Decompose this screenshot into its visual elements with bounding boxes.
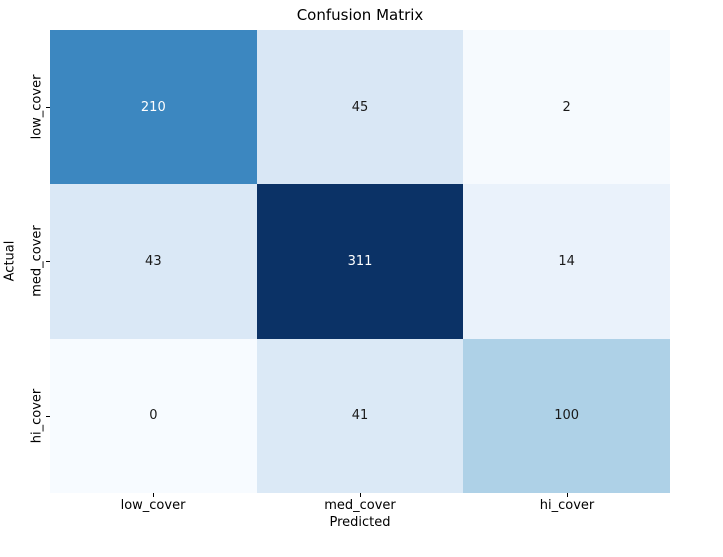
heatmap-cell: 14 bbox=[463, 184, 670, 339]
heatmap-cell: 2 bbox=[463, 30, 670, 185]
y-tick-label: hi_cover bbox=[29, 388, 45, 444]
heatmap-cell: 43 bbox=[50, 184, 257, 339]
x-axis-label: Predicted bbox=[329, 515, 391, 530]
x-tick-mark bbox=[360, 493, 361, 497]
heatmap-cell: 311 bbox=[256, 184, 464, 339]
y-tick-mark bbox=[46, 107, 50, 108]
heatmap-cell: 210 bbox=[50, 30, 257, 185]
y-tick-mark bbox=[46, 261, 50, 262]
x-tick-mark bbox=[567, 493, 568, 497]
heatmap-cell: 0 bbox=[50, 338, 257, 493]
heatmap: 210 45 2 43 311 14 0 41 100 bbox=[50, 30, 670, 493]
x-tick-label: med_cover bbox=[324, 498, 396, 513]
heatmap-cell: 100 bbox=[463, 338, 670, 493]
x-tick-mark bbox=[153, 493, 154, 497]
chart-title: Confusion Matrix bbox=[296, 6, 424, 24]
x-tick-label: hi_cover bbox=[539, 498, 595, 513]
y-tick-label: low_cover bbox=[29, 74, 45, 140]
x-tick-label: low_cover bbox=[120, 498, 186, 513]
y-tick-label: med_cover bbox=[29, 225, 45, 297]
y-tick-mark bbox=[46, 416, 50, 417]
heatmap-cell: 41 bbox=[256, 338, 464, 493]
y-axis-label: Actual bbox=[2, 240, 18, 282]
heatmap-cell: 45 bbox=[256, 30, 464, 185]
